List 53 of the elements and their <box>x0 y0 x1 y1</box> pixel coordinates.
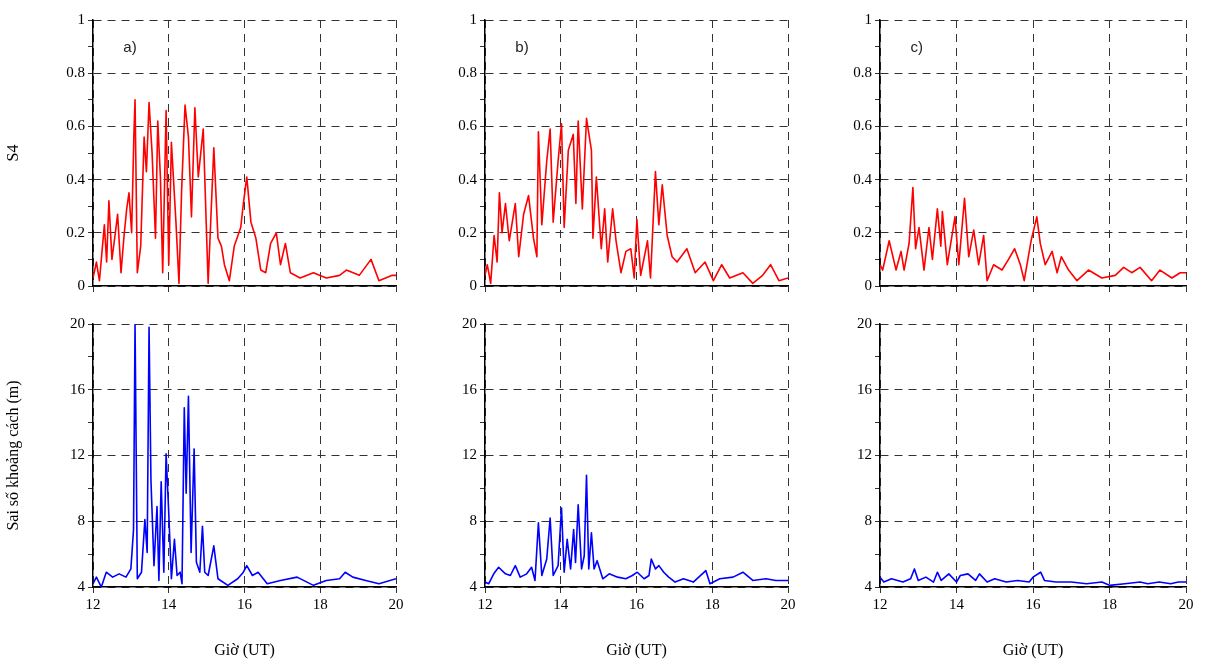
y-tick-label: 0 <box>864 276 872 293</box>
y-tick-label: 20 <box>462 314 477 331</box>
x-tick-label: 20 <box>388 595 404 612</box>
y-tick-label: 16 <box>462 380 478 397</box>
y-tick-label: 0.2 <box>853 223 872 240</box>
y-tick-label: 4 <box>77 577 86 594</box>
y-tick-label: 16 <box>70 380 86 397</box>
y-axis-title: S4 <box>3 144 21 162</box>
annotation: a) <box>123 38 137 56</box>
y-tick-label: 0.8 <box>853 64 872 81</box>
y-tick-label: 4 <box>469 577 478 594</box>
y-tick-label: 8 <box>469 512 477 529</box>
y-tick-label: 0 <box>469 276 477 293</box>
y-tick-label: 0.2 <box>458 223 477 240</box>
x-tick-label: 14 <box>949 595 965 612</box>
y-tick-label: 12 <box>70 446 85 463</box>
x-tick-label: 14 <box>161 595 177 612</box>
y-tick-label: 1 <box>77 10 85 27</box>
x-tick-label: 18 <box>704 595 720 612</box>
y-tick-label: 0.6 <box>66 117 86 134</box>
x-axis-title: Giờ (UT) <box>606 640 667 659</box>
y-tick-label: 0.4 <box>458 170 478 187</box>
y-tick-label: 1 <box>469 10 477 27</box>
y-tick-label: 1 <box>864 10 872 27</box>
y-tick-label: 4 <box>864 577 873 594</box>
y-tick-label: 20 <box>857 314 872 331</box>
x-tick-label: 20 <box>1178 595 1194 612</box>
y-tick-label: 0.4 <box>853 170 873 187</box>
y-tick-label: 0 <box>77 276 85 293</box>
x-tick-label: 16 <box>1025 595 1041 612</box>
y-tick-label: 0.6 <box>853 117 873 134</box>
y-tick-label: 12 <box>857 446 872 463</box>
annotation: b) <box>515 38 529 56</box>
x-tick-label: 16 <box>237 595 253 612</box>
y-tick-label: 12 <box>462 446 477 463</box>
y-tick-label: 0.8 <box>458 64 477 81</box>
y-tick-label: 16 <box>857 380 873 397</box>
y-tick-label: 0.4 <box>66 170 86 187</box>
x-axis-title: Giờ (UT) <box>1002 640 1064 659</box>
y-tick-label: 0.8 <box>66 64 85 81</box>
x-axis-title: Giờ (UT) <box>214 640 275 659</box>
annotation: c) <box>910 38 924 56</box>
x-tick-label: 20 <box>780 595 796 612</box>
y-tick-label: 8 <box>77 512 85 529</box>
y-axis-title: Sai số khoảng cách (m) <box>3 380 22 531</box>
y-tick-label: 8 <box>864 512 872 529</box>
x-tick-label: 18 <box>1102 595 1117 612</box>
y-tick-label: 20 <box>70 314 85 331</box>
x-tick-label: 14 <box>553 595 569 612</box>
x-tick-label: 18 <box>312 595 328 612</box>
x-tick-label: 16 <box>629 595 645 612</box>
y-tick-label: 0.6 <box>458 117 478 134</box>
y-tick-label: 0.2 <box>66 223 85 240</box>
